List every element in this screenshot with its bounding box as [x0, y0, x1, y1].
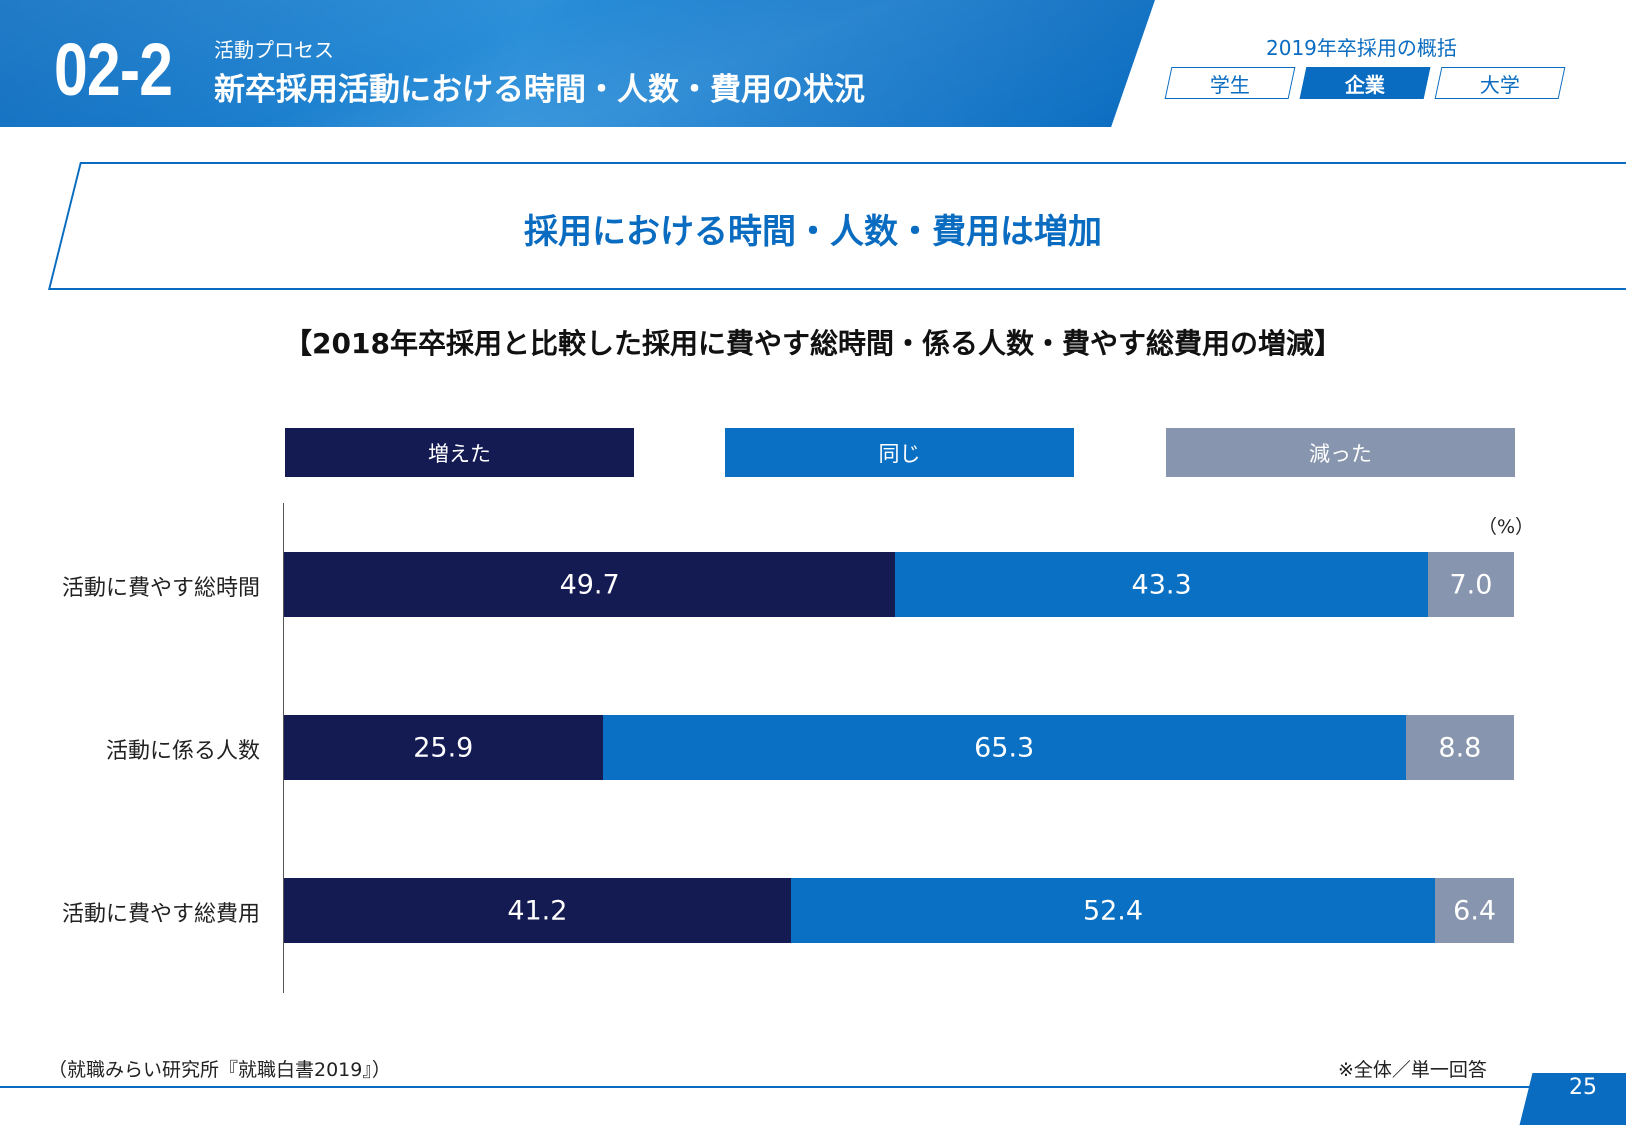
footer-line	[0, 1086, 1626, 1088]
unit-label: （%）	[1478, 516, 1535, 538]
bar-value-label: 41.2	[507, 895, 568, 926]
y-axis-line	[283, 503, 284, 993]
tab-student[interactable]: 学生	[1164, 67, 1296, 99]
legend-increased-label: 増えた	[428, 441, 491, 466]
bar-same	[602, 715, 1406, 780]
tab-university-label: 大学	[1480, 72, 1520, 97]
bar-value-label: 49.7	[559, 569, 620, 600]
bar-decreased	[1427, 552, 1514, 617]
category-label: 活動に費やす総時間	[61, 575, 260, 601]
bar-decreased	[1405, 715, 1514, 780]
chart-title: 【2018年卒採用と比較した採用に費やす総時間・係る人数・費やす総費用の増減】	[284, 327, 1342, 360]
headline: 採用における時間・人数・費用は増加	[524, 212, 1102, 252]
bar-increased	[284, 552, 896, 617]
bar-value-label: 65.3	[974, 732, 1035, 763]
legend-decreased-label: 減った	[1309, 441, 1372, 466]
section-number: 02-2	[54, 28, 173, 111]
page-number: 25	[1569, 1075, 1597, 1100]
source-note: （就職みらい研究所『就職白書2019』）	[48, 1059, 391, 1081]
header-band	[0, 0, 1155, 127]
legend-increased: 増えた	[285, 428, 634, 477]
section-title: 新卒採用活動における時間・人数・費用の状況	[214, 72, 865, 108]
bar-value-label: 6.4	[1453, 895, 1497, 926]
section-subtitle: 活動プロセス	[214, 38, 334, 62]
bar-value-label: 25.9	[413, 732, 474, 763]
tab-student-label: 学生	[1210, 72, 1250, 97]
bar-value-label: 8.8	[1438, 732, 1482, 763]
bar-value-label: 7.0	[1449, 569, 1493, 600]
tab-company-label: 企業	[1345, 72, 1385, 97]
legend-same-label: 同じ	[878, 441, 921, 466]
overview-label: 2019年卒採用の概括	[1266, 36, 1457, 60]
tab-company[interactable]: 企業	[1299, 67, 1431, 99]
tab-university[interactable]: 大学	[1434, 67, 1566, 99]
response-note: ※全体／単一回答	[1338, 1059, 1487, 1081]
category-label: 活動に費やす総費用	[61, 901, 260, 927]
bar-same	[895, 552, 1428, 617]
bar-value-label: 52.4	[1082, 895, 1144, 926]
legend-decreased: 減った	[1166, 428, 1515, 477]
bar-increased	[284, 715, 603, 780]
bar-same	[790, 878, 1436, 943]
legend-same: 同じ	[725, 428, 1074, 477]
bar-decreased	[1435, 878, 1514, 943]
category-label: 活動に係る人数	[105, 738, 260, 764]
bar-value-label: 43.3	[1131, 569, 1192, 600]
bar-increased	[284, 878, 791, 943]
